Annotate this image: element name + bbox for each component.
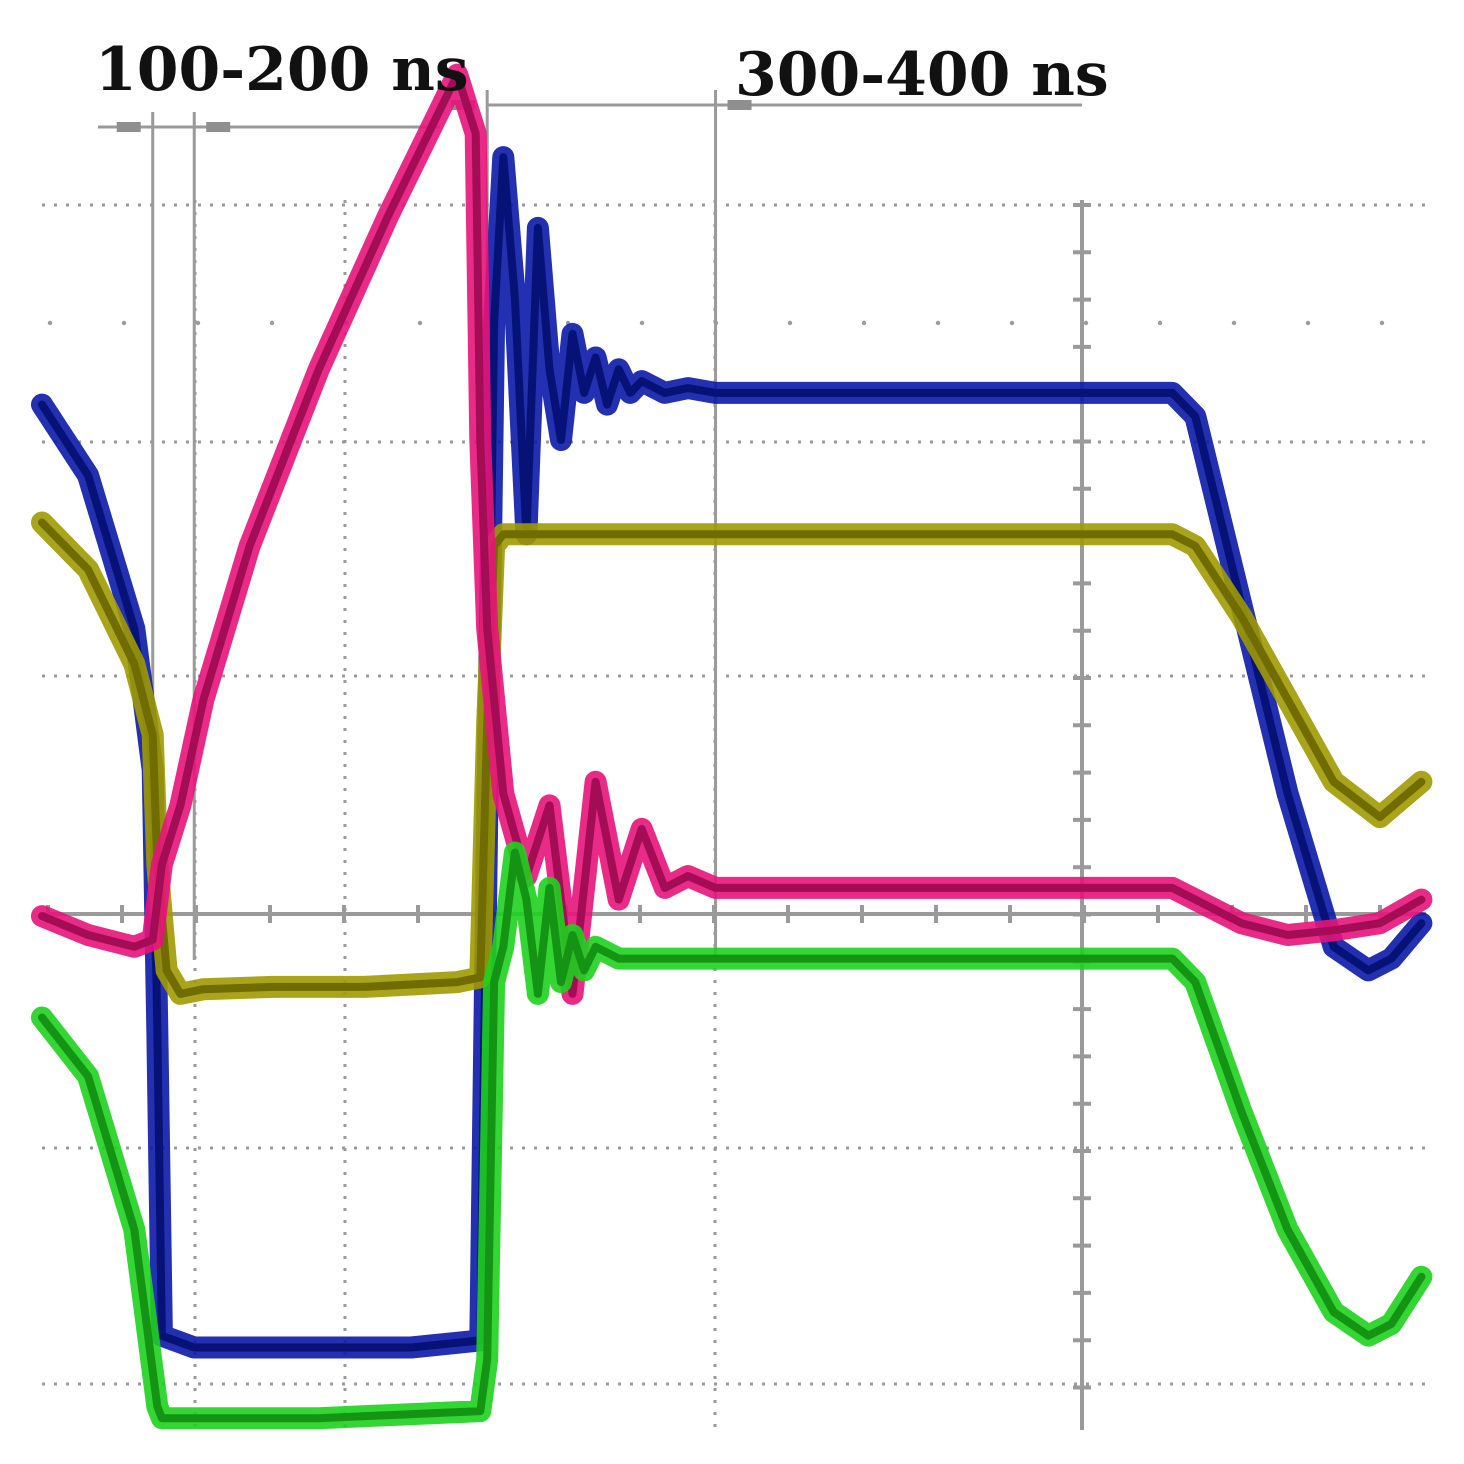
grid-dot [1231, 320, 1237, 326]
grid-dot [639, 320, 645, 326]
annotation-label-1: 300-400 ns [735, 40, 1109, 110]
trace-line-0 [38, 153, 1426, 1352]
trace-band-3 [31, 841, 1433, 1430]
grid-dot [417, 320, 423, 326]
trace-band-0 [31, 146, 1433, 1359]
grid-dot [1009, 320, 1015, 326]
center-axes [42, 200, 1426, 1430]
grid-dot [47, 320, 53, 326]
annotation-label-0: 100-200 ns [95, 35, 469, 105]
grid-dot [269, 320, 275, 326]
grid-dot [1157, 320, 1163, 326]
annotation-labels: 100-200 ns 300-400 ns [95, 35, 1109, 110]
cursor-marker [116, 122, 141, 132]
cursor-marker [206, 122, 231, 132]
trace-band-1 [31, 511, 1433, 1005]
grid-dot [787, 320, 793, 326]
grid-dot [1305, 320, 1311, 326]
grid-dot [195, 320, 201, 326]
grid-dot [935, 320, 941, 326]
cursor-marker [727, 100, 752, 110]
grid-dot [861, 320, 867, 326]
trace-line-3 [38, 848, 1426, 1423]
grid-dot [1379, 320, 1385, 326]
grid-dot [1083, 320, 1089, 326]
waveform-traces [31, 63, 1433, 1430]
grid-dot [121, 320, 127, 326]
